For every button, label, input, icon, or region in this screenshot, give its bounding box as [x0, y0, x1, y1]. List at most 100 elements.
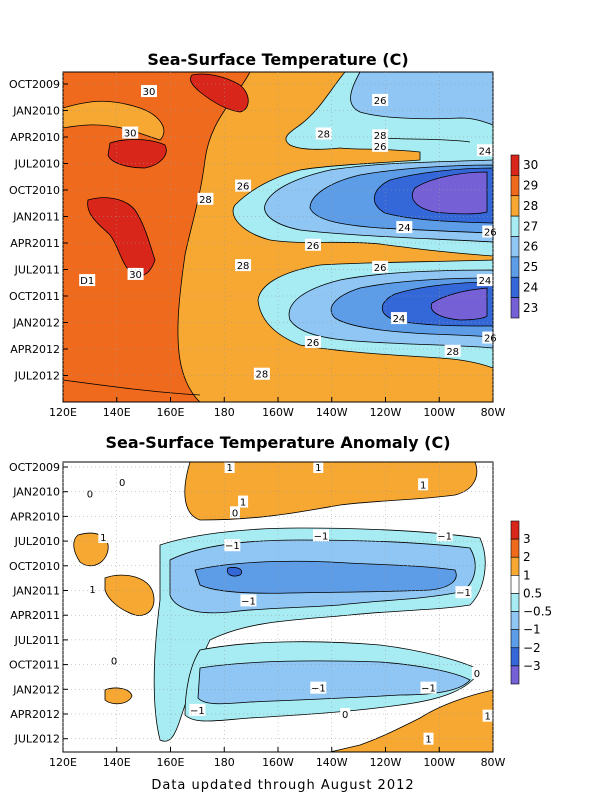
contour-label-bg	[127, 267, 144, 280]
colorbar-swatch	[510, 593, 520, 612]
y-tick-label: OCT2011	[9, 290, 60, 303]
colorbar-label: −3	[523, 659, 541, 673]
contour-label: 28	[199, 195, 212, 206]
x-tick-label: 120W	[370, 406, 402, 419]
colorbar-label: 30	[523, 158, 538, 172]
contour-label-bg	[197, 192, 214, 205]
contour-label: −1	[190, 706, 205, 717]
sst-patch-30-c	[87, 197, 156, 277]
x-tick-label: 140E	[103, 756, 131, 769]
y-tick-label: APR2012	[10, 708, 60, 721]
contour-label: −1	[456, 588, 471, 599]
contour-label-bg	[98, 530, 109, 543]
contour-label: 1	[484, 712, 490, 723]
y-tick-label: JUL2011	[14, 264, 60, 277]
y-tick-label: JAN2011	[12, 585, 60, 598]
contour-label: 28	[237, 261, 250, 272]
contour-label-bg	[240, 594, 257, 607]
y-tick-label: APR2010	[10, 510, 60, 523]
contour-label: 28	[317, 129, 330, 140]
colorbar-swatch	[510, 276, 520, 298]
contour-label: 24	[479, 146, 492, 157]
colorbar-swatch	[510, 575, 520, 594]
y-tick-label: APR2011	[10, 609, 60, 622]
contour-label: 26	[307, 338, 320, 349]
y-tick-label: OCT2011	[9, 659, 60, 672]
y-tick-label: JAN2010	[12, 486, 60, 499]
x-tick-label: 180	[214, 756, 235, 769]
contour-label: 30	[124, 129, 137, 140]
contour-label: 1	[420, 480, 426, 491]
contour-label-bg	[455, 586, 472, 599]
sst-band-28-top	[63, 100, 165, 141]
y-tick-label: JAN2010	[12, 105, 60, 118]
contour-label: −1	[314, 531, 329, 542]
colorbar-label: 27	[523, 219, 538, 233]
sst-x-axis: 120E 140E 160E 180 160W 140W 120W 100W 80W	[49, 72, 506, 419]
contour-label-bg	[238, 495, 249, 508]
anomaly-warm-left-c	[104, 687, 133, 705]
contour-label-bg	[420, 681, 437, 694]
contour-label-bg	[482, 225, 499, 238]
y-tick-label: APR2010	[10, 131, 60, 144]
colorbar-label: −2	[523, 641, 541, 655]
contour-label-bg	[436, 529, 453, 542]
colorbar-label: 25	[523, 260, 538, 274]
colorbar-swatch	[510, 256, 520, 278]
contour-label: 30	[129, 270, 142, 281]
contour-label-bg	[253, 367, 270, 380]
contour-label: 26	[374, 263, 387, 274]
contour-label: 1	[100, 533, 106, 544]
contour-label: 26	[237, 182, 250, 193]
y-tick-label: JUL2012	[14, 370, 60, 383]
contour-label: 1	[226, 463, 232, 474]
anomaly-cool-3	[226, 567, 243, 577]
contour-label-bg	[390, 312, 407, 325]
contour-label: −1	[241, 596, 256, 607]
anomaly-cool-2	[194, 560, 457, 594]
colorbar-swatch	[510, 154, 520, 176]
contour-label: 1	[315, 463, 321, 474]
colorbar-swatch	[510, 297, 520, 319]
contour-label-bg	[423, 732, 434, 745]
anomaly-warm-left-b	[104, 574, 155, 616]
contour-label-bg	[315, 127, 332, 140]
contour-label-bg	[476, 274, 493, 287]
contour-label: 28	[256, 370, 269, 381]
sst-band-23	[411, 171, 488, 215]
anomaly-x-axis: 120E 140E 160E 180 160W 140W 120W 100W 80W	[49, 462, 506, 769]
contour-label-bg	[372, 139, 389, 152]
contour-label: 1	[425, 735, 431, 746]
y-tick-label: APR2011	[10, 237, 60, 250]
contour-label: 1	[240, 498, 246, 509]
sst-y-axis: OCT2009 JAN2010 APR2010 JUL2010 OCT2010 JAN20…	[9, 78, 493, 383]
contour-label-bg	[304, 238, 321, 251]
sst-contour-field	[63, 72, 493, 402]
sst-patch-30-b	[107, 139, 167, 169]
contour-label: −1	[311, 684, 326, 695]
colorbar-swatch	[510, 520, 520, 540]
contour-label-bg	[372, 260, 389, 273]
contour-label-bg	[230, 506, 240, 519]
contour-label-bg	[79, 274, 96, 287]
contour-label: 1	[89, 585, 95, 596]
colorbar-label: −1	[523, 623, 541, 637]
x-tick-label: 180	[214, 406, 235, 419]
x-tick-label: 120W	[370, 756, 402, 769]
contour-label-bg	[476, 144, 493, 157]
y-tick-label: OCT2009	[9, 78, 60, 91]
colorbar-swatch	[510, 195, 520, 217]
sst-colorbar: 30 29 28 27 26 25 24 23	[510, 154, 538, 319]
contour-label-bg	[235, 179, 252, 192]
y-tick-label: OCT2009	[9, 461, 60, 474]
colorbar-label: −0.5	[523, 605, 552, 619]
colorbar-swatch	[510, 611, 520, 630]
contour-label-bg	[117, 475, 128, 488]
contour-label: 0	[474, 669, 480, 680]
contour-label-bg	[444, 344, 461, 357]
x-tick-label: 80W	[481, 756, 506, 769]
x-tick-label: 160W	[262, 406, 294, 419]
contour-label: 24	[398, 223, 411, 234]
